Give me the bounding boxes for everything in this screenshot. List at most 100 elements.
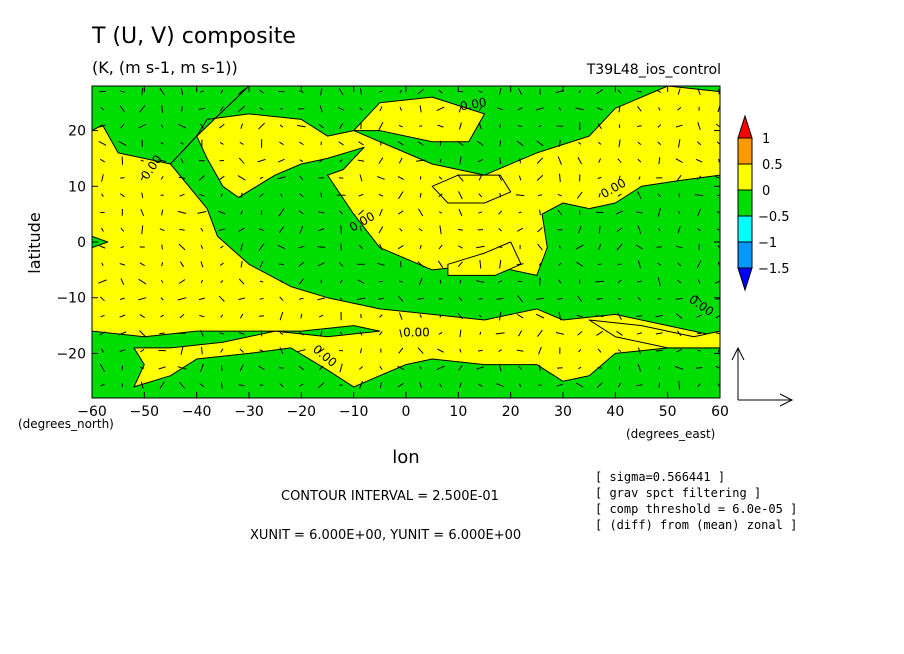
wind-vector [478,314,482,318]
wind-vector [359,348,363,354]
wind-vector [99,245,106,249]
wind-vector [617,158,622,164]
wind-vector [478,383,483,388]
wind-vector [140,175,144,181]
wind-vector [139,330,146,337]
wind-vector [637,141,642,145]
wind-vector [597,348,602,353]
wind-vector [160,297,164,301]
positive-region [588,319,720,349]
wind-vector [160,124,164,128]
wind-vector [338,123,344,130]
wind-vector [678,139,681,148]
wind-vector [535,313,545,319]
wind-vector [320,88,323,96]
wind-vector [239,364,244,372]
wind-vector [277,176,286,180]
wind-vector [298,297,304,300]
wind-vector [478,90,483,93]
colorbar-label: 0 [762,184,770,199]
wind-vector [598,243,602,251]
wind-vector [318,348,325,354]
wind-vector [378,297,384,300]
wind-vector [558,245,561,249]
wind-vector [141,87,144,96]
wind-vector [238,105,246,113]
wind-vector [178,176,186,179]
wind-vector [596,298,603,300]
wind-vector [417,297,424,300]
note-threshold: [ comp threshold = 6.0e-05 ] [595,502,798,516]
wind-vector [358,209,364,216]
wind-vector [479,259,482,269]
wind-vector [577,295,583,302]
wind-vector [177,210,187,214]
wind-vector [516,349,524,352]
wind-vector [240,192,243,198]
wind-vector [398,157,403,164]
wind-vector [180,142,184,145]
wind-vector [319,365,324,371]
wind-vector [657,208,661,217]
wind-vector [676,348,683,353]
x-tick-label: 50 [659,404,677,420]
wind-vector [139,314,145,319]
wind-vector [518,330,523,337]
wind-vector [299,383,304,387]
colorbar-label: −0.5 [758,210,790,225]
wind-vector [538,262,542,266]
wind-vector [558,279,562,284]
wind-vector [716,194,720,197]
wind-vector [200,244,204,250]
wind-vector [539,364,541,371]
wind-vector [675,158,683,164]
wind-vector [558,107,562,111]
wind-vector [339,297,343,301]
wind-vector [101,174,104,182]
wind-vector [179,313,185,319]
wind-vector [478,298,483,300]
wind-vector [138,297,147,301]
wind-vector [636,332,642,335]
wind-vector [636,211,643,214]
wind-vector [558,139,561,147]
y-tick-label: 10 [68,179,86,195]
wind-vector [658,382,661,388]
wind-vector [399,227,403,232]
wind-vector [459,348,462,353]
wind-vector [398,295,404,302]
wind-vector [518,211,522,214]
wind-vector [637,347,641,354]
wind-vector [697,88,701,95]
wind-vector [696,314,702,318]
x-tick-label: −50 [130,404,160,420]
wind-vector [119,297,125,300]
wind-vector [438,298,443,300]
wind-vector [358,366,364,370]
wind-vector [240,261,243,268]
wind-vector [398,280,403,283]
wind-vector [99,363,106,373]
wind-vector [179,261,185,268]
wind-vector [200,261,204,268]
wind-vector [678,380,681,390]
wind-vector [319,105,323,113]
wind-vector [279,141,284,146]
wind-vector [280,193,283,197]
wind-vector [298,331,304,336]
wind-vector [379,106,383,112]
wind-vector [220,245,224,249]
x-tick-label: 30 [554,404,572,420]
wind-vector [597,176,602,180]
wind-vector [438,332,443,335]
wind-vector [360,228,362,232]
x-axis-label: lon [392,447,419,468]
wind-vector [618,175,621,181]
wind-vector [637,296,642,301]
wind-vector [279,124,284,128]
wind-vector [317,262,325,267]
wind-vector [379,365,383,370]
wind-vector [675,298,683,300]
wind-vector [138,278,147,285]
wind-vector [378,121,384,131]
